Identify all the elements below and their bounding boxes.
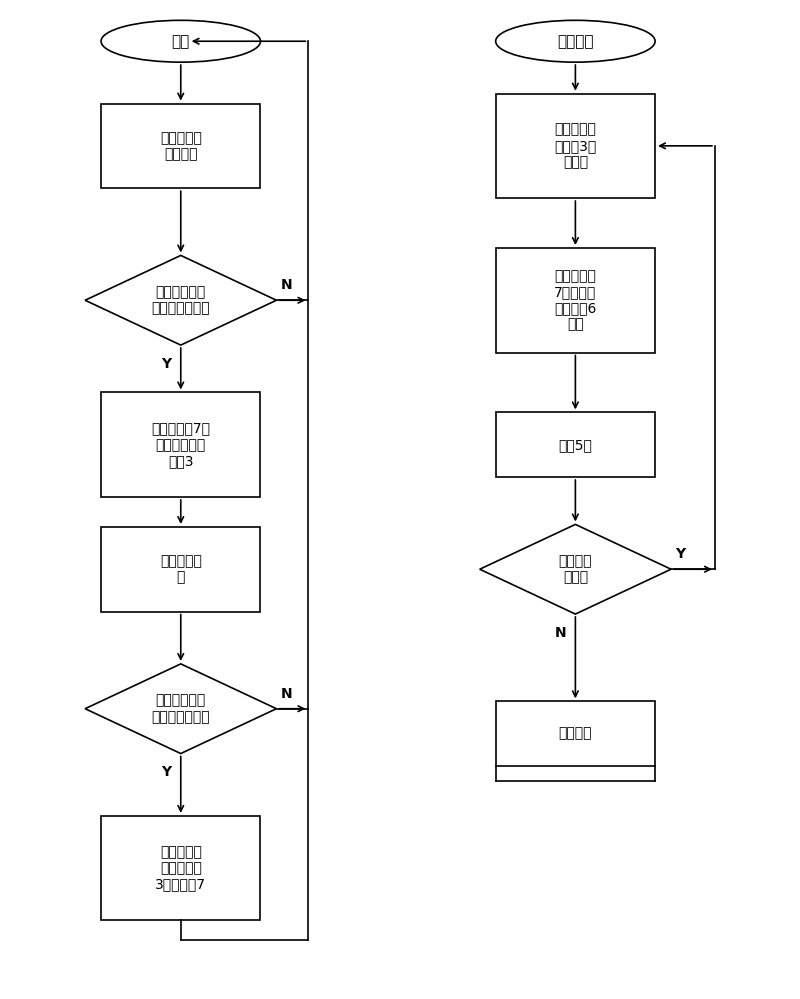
Text: 关闭光束遮
断式感应器
3，摄像头7: 关闭光束遮 断式感应器 3，摄像头7 xyxy=(155,845,206,891)
Text: 开始: 开始 xyxy=(172,34,190,49)
Bar xyxy=(496,94,655,198)
Bar xyxy=(496,701,655,766)
Text: N: N xyxy=(281,279,292,293)
Bar xyxy=(101,393,261,498)
Text: 延时5秒: 延时5秒 xyxy=(558,438,592,452)
Text: 开启摄像头7、
光束遮断式感
应器3: 开启摄像头7、 光束遮断式感 应器3 xyxy=(151,422,210,468)
Bar xyxy=(496,413,655,478)
Text: 开启摄像头
7抓拍，开
启报警器6
报警: 开启摄像头 7抓拍，开 启报警器6 报警 xyxy=(554,269,597,332)
Text: Y: Y xyxy=(675,547,685,561)
Text: 踏板感应器感
应到车辆进入？: 踏板感应器感 应到车辆进入？ xyxy=(151,285,210,316)
Bar xyxy=(101,526,261,611)
Bar xyxy=(496,248,655,353)
Text: Y: Y xyxy=(162,357,171,371)
Text: 踏板感应器感
应到车辆倒出？: 踏板感应器感 应到车辆倒出？ xyxy=(151,693,210,724)
Text: 踏板感应器
采集信号: 踏板感应器 采集信号 xyxy=(160,131,202,161)
Bar xyxy=(101,816,261,920)
Text: 光束遮断式
感应器3采
集信号: 光束遮断式 感应器3采 集信号 xyxy=(554,123,597,169)
Bar xyxy=(101,104,261,188)
Text: Y: Y xyxy=(162,765,171,779)
Text: N: N xyxy=(555,626,567,640)
Text: 跳出中断: 跳出中断 xyxy=(558,726,592,740)
Text: 响应中断程
序: 响应中断程 序 xyxy=(160,554,202,584)
Text: N: N xyxy=(281,686,292,700)
Text: 中断开始: 中断开始 xyxy=(557,34,594,49)
Text: 红外线被
遮断？: 红外线被 遮断？ xyxy=(558,554,592,584)
